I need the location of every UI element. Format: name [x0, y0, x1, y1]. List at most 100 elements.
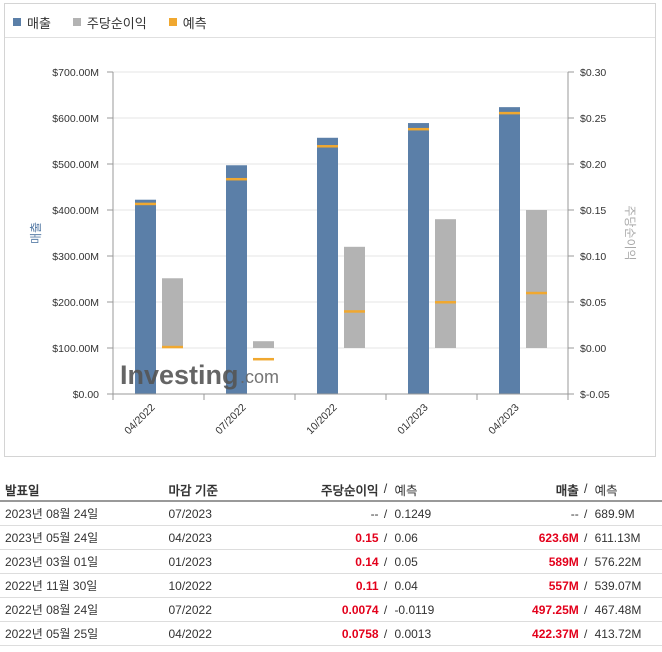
row-sep: / [383, 554, 388, 569]
left-tick-label: $200.00M [52, 297, 99, 309]
revenue-forecast-marker [317, 145, 338, 148]
x-tick-label: 04/2022 [122, 402, 157, 437]
eps-forecast-marker [162, 345, 183, 349]
row-period: 04/2023 [168, 530, 212, 545]
right-tick-label: $0.05 [580, 297, 606, 309]
row-sep: / [383, 626, 388, 641]
row-revenue-forecast: 576.22M [594, 554, 642, 569]
left-tick-label: $700.00M [52, 67, 99, 79]
row-revenue: 497.25M [532, 602, 579, 617]
header-sep: / [583, 482, 588, 496]
revenue-forecast-marker [226, 177, 247, 181]
revenue-bar [317, 137, 338, 394]
row-eps: 0.15 [355, 530, 379, 545]
eps-bar [435, 219, 456, 348]
table-row: 2022년 08월 24일 07/2022 0.0074 / -0.0119 497.25… [0, 598, 662, 622]
row-period: 10/2022 [168, 578, 212, 593]
eps-swatch-icon [72, 18, 81, 26]
row-eps: -- [370, 506, 379, 521]
row-sep: / [584, 530, 588, 545]
right-tick-label: $0.25 [580, 113, 606, 125]
row-sep: / [383, 578, 388, 593]
revenue-bar [499, 107, 520, 395]
chart-legend: 매출 주당순이익 예측 [13, 12, 229, 32]
right-tick-label: $0.20 [580, 159, 606, 171]
row-date: 2022년 08월 24일 [5, 603, 99, 617]
eps-bar [253, 341, 274, 348]
table-row: 2022년 11월 30일 10/2022 0.11 / 0.04 557M / 539.07… [0, 574, 662, 598]
row-sep: / [383, 530, 388, 545]
row-eps: 0.0074 [341, 602, 379, 617]
row-period: 07/2023 [168, 506, 212, 521]
row-sep: / [383, 602, 388, 617]
eps-bar [344, 246, 365, 348]
x-tick-label: 01/2023 [395, 402, 430, 437]
revenue-forecast-marker [135, 202, 156, 206]
legend-item-revenue[interactable]: 매출 [13, 13, 51, 32]
row-date: 2022년 11월 30일 [5, 579, 98, 593]
row-date: 2023년 08월 24일 [5, 507, 99, 521]
row-revenue-forecast: 611.13M [594, 530, 641, 545]
watermark-suffix: .com [240, 367, 279, 387]
row-period: 04/2022 [168, 626, 212, 641]
row-eps-forecast: 0.06 [394, 530, 418, 545]
row-eps: 0.14 [355, 554, 379, 569]
revenue-bar [226, 165, 247, 394]
row-eps: 0.0758 [341, 626, 379, 641]
row-revenue: 557M [548, 578, 579, 593]
legend-label-revenue: 매출 [27, 15, 51, 31]
table-row: 2023년 05월 24일 04/2023 0.15 / 0.06 623.6M / 611.… [0, 526, 662, 550]
row-eps-forecast: 0.1249 [394, 506, 432, 521]
right-axis-title: 주당순이익 [623, 205, 637, 260]
legend-item-forecast[interactable]: 예측 [168, 13, 207, 32]
row-revenue-forecast: 413.72M [594, 626, 642, 641]
header-revenue-forecast[interactable]: 예측 [594, 483, 618, 498]
row-eps: 0.11 [355, 578, 379, 593]
row-sep: / [584, 602, 588, 617]
revenue-forecast-marker [499, 111, 520, 115]
legend-divider [5, 37, 655, 38]
bars-layer [135, 107, 547, 395]
legend-label-eps: 주당순이익 [86, 15, 147, 31]
left-tick-label: $300.00M [52, 251, 99, 263]
forecast-swatch-icon [168, 18, 177, 26]
x-tick-label: 10/2022 [304, 402, 339, 437]
row-date: 2022년 05월 25일 [5, 627, 99, 641]
x-tick-label: 04/2023 [486, 402, 521, 437]
right-tick-label: $0.00 [580, 343, 606, 355]
right-tick-label: $-0.05 [580, 389, 610, 401]
left-tick-label: $0.00 [73, 389, 99, 401]
table-body: 2023년 08월 24일 07/2023 --/0.1249 --/689.9M 20… [0, 502, 662, 646]
legend-item-eps[interactable]: 주당순이익 [72, 13, 147, 32]
watermark: Investing .com [120, 360, 279, 390]
revenue-bar [135, 199, 156, 394]
chart-plot: $0.00 $100.00M $200.00M $300.00M $400.00M $50… [29, 67, 637, 437]
legend-label-forecast: 예측 [182, 15, 207, 31]
row-period: 01/2023 [168, 554, 212, 569]
header-eps-forecast[interactable]: 예측 [394, 483, 418, 498]
row-revenue: 589M [548, 554, 579, 569]
table-row: 2023년 03월 01일 01/2023 0.14 / 0.05 589M / 576.22… [0, 550, 662, 574]
eps-forecast-marker [435, 301, 456, 304]
left-axis-title: 매출 [29, 222, 43, 244]
header-sep: / [383, 482, 388, 496]
header-period[interactable]: 마감 기준 [168, 483, 218, 498]
left-tick-label: $500.00M [52, 159, 99, 171]
row-revenue-forecast: 467.48M [594, 602, 642, 617]
eps-bar [526, 210, 547, 348]
revenue-swatch-icon [13, 18, 21, 26]
right-tick-label: $0.15 [580, 205, 606, 217]
header-date[interactable]: 발표일 [5, 483, 40, 498]
earnings-table: 발표일 마감 기준 주당순이익 / 예측 매출 / 예측 2023년 08월 2… [0, 478, 662, 646]
revenue-bar [408, 123, 429, 394]
row-revenue: 422.37M [532, 626, 579, 641]
table-row: 2022년 05월 25일 04/2022 0.0758 / 0.0013 422.37M… [0, 622, 662, 646]
row-sep: / [584, 554, 588, 569]
row-sep: / [584, 626, 588, 641]
row-sep: / [584, 506, 588, 521]
header-revenue[interactable]: 매출 [555, 483, 579, 498]
header-eps[interactable]: 주당순이익 [321, 483, 379, 498]
row-sep: / [383, 506, 388, 521]
right-tick-label: $0.10 [580, 251, 606, 263]
row-period: 07/2022 [168, 602, 212, 617]
